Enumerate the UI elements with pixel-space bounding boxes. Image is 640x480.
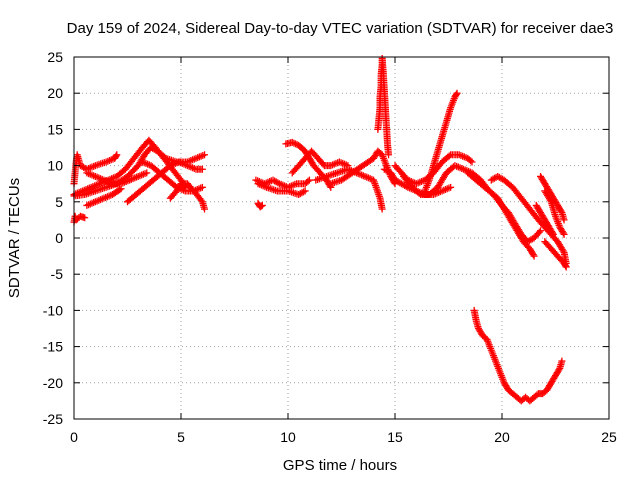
y-tick-label: 25 xyxy=(47,49,63,65)
series-arc-27 xyxy=(541,187,568,238)
y-tick-label: 10 xyxy=(47,158,63,174)
data-point xyxy=(198,165,206,173)
series-arc-28 xyxy=(541,238,570,271)
y-tick-labels: -25 -20 -15 -10 -5 0 5 10 15 20 25 xyxy=(43,49,63,427)
data-point xyxy=(559,247,567,255)
y-tick-label: 20 xyxy=(47,85,63,101)
series-arc-05 xyxy=(83,185,125,209)
data-point xyxy=(257,202,265,210)
data-point xyxy=(562,263,570,271)
grid xyxy=(74,57,609,419)
x-tick-label: 10 xyxy=(280,429,296,445)
data-point xyxy=(113,151,121,159)
data-point xyxy=(290,139,298,147)
data-point xyxy=(560,216,568,224)
series-arc-29 xyxy=(470,306,566,405)
y-axis-title: SDTVAR / TECUs xyxy=(6,178,23,298)
data-point xyxy=(116,186,124,194)
series-arc-23 xyxy=(477,176,538,260)
data-point xyxy=(81,214,89,222)
data-point xyxy=(112,152,120,160)
data-point xyxy=(201,151,209,159)
data-point xyxy=(305,176,313,184)
x-tick-label: 15 xyxy=(387,429,403,445)
x-tick-label: 25 xyxy=(601,429,617,445)
series-arc-25 xyxy=(532,201,557,238)
data-point xyxy=(291,140,299,148)
y-tick-label: -15 xyxy=(43,339,63,355)
data-point xyxy=(453,89,461,97)
data-point xyxy=(300,188,308,196)
series-arc-17 xyxy=(374,54,393,159)
y-tick-label: 15 xyxy=(47,121,63,137)
data-point xyxy=(198,183,206,191)
series-arc-19 xyxy=(391,151,476,188)
x-tick-labels: 0 5 10 15 20 25 xyxy=(70,429,617,445)
data-point xyxy=(378,205,386,213)
data-point xyxy=(415,189,423,197)
data-point xyxy=(558,357,566,365)
y-tick-label: -5 xyxy=(51,266,64,282)
y-tick-label: 5 xyxy=(55,194,63,210)
data-point xyxy=(201,205,209,213)
series-arc-12 xyxy=(254,180,309,199)
data-point xyxy=(385,151,393,159)
data-point xyxy=(530,252,538,260)
y-tick-label: -10 xyxy=(43,302,63,318)
x-tick-label: 0 xyxy=(70,429,78,445)
data-point xyxy=(467,157,475,165)
data-point xyxy=(301,187,309,195)
y-tick-label: -20 xyxy=(43,375,63,391)
data-point xyxy=(274,179,282,187)
data-point xyxy=(557,207,565,215)
data-point xyxy=(535,228,543,236)
data-point xyxy=(560,230,568,238)
series-arc-01 xyxy=(70,212,89,226)
data-point xyxy=(447,183,455,191)
data-point xyxy=(555,366,563,374)
y-tick-label: 0 xyxy=(55,230,63,246)
data-point xyxy=(549,230,557,238)
chart-title: Day 159 of 2024, Sidereal Day-to-day VTE… xyxy=(67,20,614,37)
data-point xyxy=(445,152,453,160)
x-tick-label: 20 xyxy=(494,429,510,445)
series-arc-21 xyxy=(421,89,461,195)
data-point xyxy=(529,251,537,259)
series-arc-10 xyxy=(254,199,266,211)
series-arc-09 xyxy=(166,180,209,213)
data-point xyxy=(143,169,151,177)
data-point xyxy=(559,229,567,237)
series-arc-08 xyxy=(138,158,206,195)
x-tick-label: 5 xyxy=(177,429,185,445)
data-point xyxy=(561,262,569,270)
data-point xyxy=(452,90,460,98)
data-marks xyxy=(70,54,570,405)
x-axis-title: GPS time / hours xyxy=(283,457,397,474)
data-point xyxy=(546,196,554,204)
y-tick-label: -25 xyxy=(43,411,63,427)
data-point xyxy=(288,138,296,146)
data-point xyxy=(537,227,545,235)
series-arc-06 xyxy=(83,169,151,188)
data-point xyxy=(468,158,476,166)
data-point xyxy=(549,229,557,237)
series-arc-15 xyxy=(312,165,386,213)
series-arc-07 xyxy=(124,158,206,206)
axis-ticks xyxy=(73,56,610,420)
data-point xyxy=(258,201,266,209)
data-point xyxy=(304,177,312,185)
